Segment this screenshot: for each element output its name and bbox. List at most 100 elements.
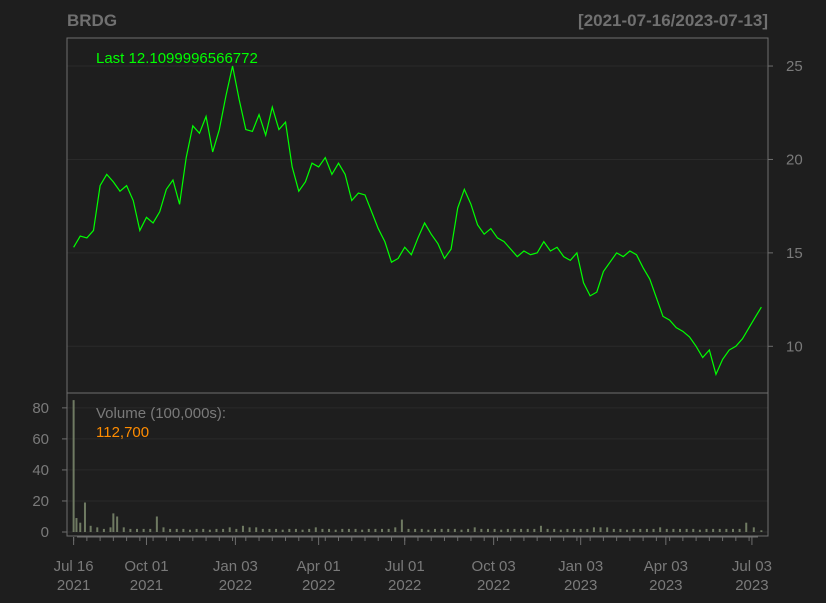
volume-bar — [692, 528, 695, 532]
volume-bar — [83, 502, 86, 532]
volume-bar — [347, 528, 350, 532]
volume-bar — [367, 528, 370, 532]
volume-bar — [261, 528, 264, 532]
x-tick-year-label: 2023 — [564, 577, 597, 594]
volume-bar — [705, 528, 708, 532]
volume-bar — [208, 529, 211, 532]
x-tick-label: Apr 03 — [644, 558, 688, 575]
volume-y-tick-label: 0 — [41, 524, 49, 541]
volume-bar — [334, 529, 337, 532]
x-tick-year-label: 2022 — [302, 577, 335, 594]
volume-bar — [626, 529, 629, 532]
volume-bar — [566, 528, 569, 532]
volume-bar — [202, 528, 205, 532]
volume-bar — [394, 527, 397, 532]
volume-bar — [235, 528, 238, 532]
x-tick-label: Jul 01 — [385, 558, 425, 575]
volume-bar — [486, 528, 489, 532]
x-axis: Jul 16 2021 Oct 01 2021 Jan 03 2022 Apr 01 2022… — [54, 536, 772, 594]
volume-bars — [72, 400, 763, 532]
volume-bar — [553, 528, 556, 532]
price-grid — [67, 65, 768, 347]
volume-bar — [652, 528, 655, 532]
volume-bar — [255, 527, 258, 532]
volume-bar — [679, 528, 682, 532]
volume-bar — [480, 528, 483, 532]
x-tick-year-label: 2023 — [735, 577, 768, 594]
x-tick-year-label: 2021 — [130, 577, 163, 594]
volume-bar — [460, 529, 463, 532]
volume-bar — [467, 528, 470, 532]
price-series-line — [73, 65, 762, 377]
volume-bar — [745, 522, 748, 532]
volume-bar — [665, 528, 668, 532]
volume-bar — [400, 519, 403, 532]
volume-bar — [586, 528, 589, 532]
volume-bar — [149, 528, 152, 532]
volume-bar — [453, 528, 456, 532]
volume-bar — [79, 522, 82, 532]
volume-bar — [241, 525, 244, 532]
x-tick-year-label: 2022 — [388, 577, 421, 594]
volume-bar — [96, 527, 99, 532]
volume-bar — [89, 525, 92, 532]
volume-y-axis: 0 20 40 60 80 — [32, 400, 67, 541]
volume-bar — [308, 528, 311, 532]
price-y-tick-label: 10 — [786, 338, 803, 355]
volume-bar — [427, 529, 430, 532]
volume-bar — [136, 528, 139, 532]
volume-bar — [718, 528, 721, 532]
volume-bar — [222, 528, 225, 532]
volume-bar — [288, 528, 291, 532]
volume-bar — [175, 528, 178, 532]
volume-bar — [539, 525, 542, 532]
volume-bar — [116, 516, 119, 532]
volume-bar — [248, 527, 251, 532]
volume-y-tick-label: 40 — [32, 462, 49, 479]
x-tick-year-label: 2023 — [649, 577, 682, 594]
volume-bar — [341, 528, 344, 532]
volume-bar — [606, 527, 609, 532]
volume-bar — [434, 528, 437, 532]
volume-bar — [698, 529, 701, 532]
volume-bar — [520, 528, 523, 532]
volume-label: Volume (100,000s): — [96, 405, 226, 422]
volume-bar — [752, 527, 755, 532]
x-tick-label: Apr 01 — [297, 558, 341, 575]
volume-y-tick-label: 20 — [32, 493, 49, 510]
volume-bar — [612, 528, 615, 532]
volume-bar — [420, 528, 423, 532]
x-tick-label: Jul 03 — [732, 558, 772, 575]
x-tick-label: Oct 03 — [472, 558, 516, 575]
volume-bar — [731, 528, 734, 532]
volume-bar — [599, 527, 602, 532]
volume-bar — [182, 528, 185, 532]
x-tick-label: Jan 03 — [213, 558, 258, 575]
volume-y-tick-label: 60 — [32, 431, 49, 448]
volume-bar — [573, 528, 576, 532]
volume-bar — [281, 529, 284, 532]
volume-bar — [321, 528, 324, 532]
volume-bar — [440, 528, 443, 532]
x-tick-year-label: 2022 — [219, 577, 252, 594]
volume-bar — [559, 529, 562, 532]
volume-bar — [407, 528, 410, 532]
volume-bar — [374, 528, 377, 532]
price-y-tick-label: 25 — [786, 58, 803, 75]
price-y-tick-label: 15 — [786, 245, 803, 262]
volume-bar — [109, 527, 112, 532]
price-y-tick-label: 20 — [786, 151, 803, 168]
volume-bar — [188, 529, 191, 532]
volume-bar — [533, 528, 536, 532]
volume-bar — [738, 528, 741, 532]
volume-bar — [632, 528, 635, 532]
x-tick-label: Jul 16 — [54, 558, 94, 575]
volume-bar — [129, 528, 132, 532]
volume-bar — [506, 528, 509, 532]
volume-bar — [354, 528, 357, 532]
volume-panel-frame — [66, 392, 769, 537]
volume-bar — [760, 530, 763, 532]
x-tick-label: Jan 03 — [558, 558, 603, 575]
